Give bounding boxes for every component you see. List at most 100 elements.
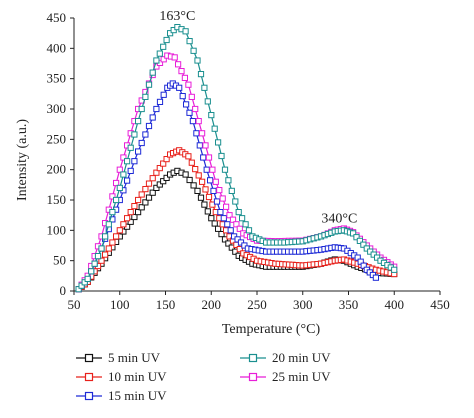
data-point [353,234,360,241]
axes: 50 100 150 200 250 300 350 400 45005010015020025… [47,10,450,312]
data-point [190,182,197,189]
data-point [156,181,163,188]
legend-marker [248,353,258,363]
y-tick-label: 250 [47,131,67,146]
data-point [185,81,192,88]
data-point [201,201,208,208]
data-point [185,153,192,160]
data-point [195,118,202,125]
data-point [204,208,211,215]
data-point [105,221,112,228]
data-point [209,201,216,208]
data-point [127,209,134,216]
y-tick-label: 200 [47,162,67,177]
data-point [350,230,357,237]
data-point [229,216,237,223]
data-point [109,239,116,246]
data-point [135,148,142,155]
data-point [201,84,208,91]
data-point [124,215,131,222]
data-point [363,245,370,252]
data-point [227,227,234,234]
data-point [195,172,202,179]
y-tick-label: 150 [47,192,67,207]
data-point [88,268,95,275]
y-tick-label: 450 [47,10,67,25]
data-point [224,221,231,228]
data-point [211,220,218,227]
data-point [218,231,225,238]
data-point [235,209,242,216]
data-point [84,275,91,282]
data-point [142,186,149,193]
data-point [197,194,205,201]
annotations: 163°C 340°C [159,9,357,227]
data-point [215,225,222,232]
data-point [105,245,112,252]
data-point [203,166,210,173]
data-point [94,253,102,260]
data-point [212,178,219,185]
data-point [221,166,229,173]
data-point [223,203,230,210]
data-point [204,98,211,105]
legend-item: 20 min UV [240,350,331,365]
data-point [208,112,215,119]
data-point [120,154,127,161]
y-tick-label: 0 [60,283,67,298]
data-point [213,198,221,205]
data-point [160,91,167,98]
data-point [215,139,222,146]
data-point [149,114,156,121]
data-point [217,209,224,216]
data-point [207,177,214,184]
data-point [199,178,206,185]
legend-marker [248,372,258,382]
data-point [138,105,145,113]
data-point [138,191,145,198]
data-point [153,184,160,192]
data-point [145,81,153,88]
data-point [135,196,142,204]
peak-annotation: 340°C [321,212,357,227]
legend-label: 5 min UV [108,350,161,365]
legend-item: 25 min UV [240,369,331,384]
peak-annotation: 163°C [159,9,195,24]
data-point [131,203,138,210]
series-20-min-uv [75,24,398,293]
data-point [182,171,189,178]
data-point [102,233,109,240]
data-point [188,93,195,101]
y-tick-label: 300 [47,101,67,116]
legend-marker [84,372,94,382]
data-point [153,57,160,64]
data-point [109,209,116,216]
data-point [113,196,120,204]
x-tick-label: 50 [68,297,81,312]
y-tick-label: 50 [53,253,66,268]
x-tick-label: 400 [385,297,405,312]
data-point [138,204,145,211]
data-point [186,176,193,184]
data-point [176,84,183,91]
data-point [135,118,142,125]
data-point [236,246,243,253]
data-point [124,158,131,165]
data-point [153,105,160,113]
data-point [171,54,178,61]
data-point [211,125,218,132]
data-point [116,166,123,173]
data-point [194,57,201,64]
data-point [142,131,149,138]
data-point [197,71,205,78]
data-point [153,63,160,70]
data-point [190,47,197,54]
data-point [156,98,164,106]
data-point [167,30,174,37]
x-tick-label: 100 [110,297,130,312]
data-point [360,241,367,248]
data-point [192,166,199,173]
data-point [178,68,185,75]
data-point [91,260,98,267]
data-point [149,69,156,76]
